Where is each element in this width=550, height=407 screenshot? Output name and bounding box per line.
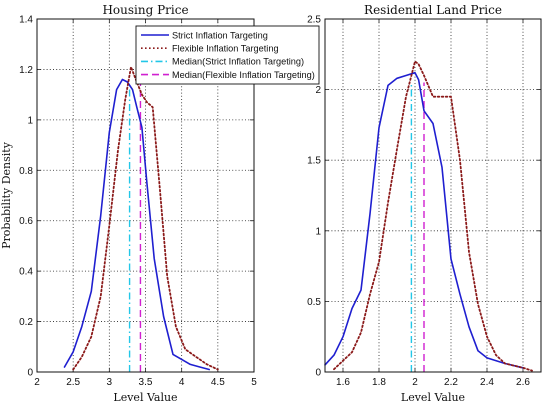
legend: Strict Inflation Targeting Flexible Infla…: [135, 25, 320, 85]
x-tick-label: 4.5: [211, 377, 225, 388]
y-tick-label: 1.2: [19, 65, 33, 76]
chart-1: Housing Price 0 0.2 0.4 0.6 0.8 1 1.2 1.4 2 2.5 3 3.…: [0, 3, 320, 404]
axes-frame: [324, 18, 542, 373]
x-tick-label: 2.5: [66, 377, 80, 388]
x-tick-label: 2.2: [444, 377, 458, 388]
y-tick-label: 0.2: [19, 317, 33, 328]
y-tick-label: 0.8: [19, 166, 33, 177]
chart-title: Residential Land Price: [364, 3, 502, 17]
x-tick-label: 5: [251, 377, 257, 388]
legend-label-4: Median(Flexible Inflation Targeting): [172, 70, 315, 80]
series-line-2: [333, 60, 533, 372]
x-tick-label: 3: [107, 377, 113, 388]
y-tick-label: 1: [315, 226, 321, 237]
legend-label-2: Flexible Inflation Targeting: [172, 44, 279, 54]
y-tick-label: 0: [27, 368, 33, 379]
series-line-1: [63, 78, 210, 371]
legend-label-3: Median(Strict Inflation Targeting): [172, 57, 304, 67]
x-axis-label: Level Value: [113, 391, 177, 404]
x-tick-label: 2: [412, 377, 418, 388]
y-tick-label: 1.4: [19, 15, 33, 26]
y-tick-label: 1: [27, 115, 33, 126]
x-tick-label: 2.4: [480, 377, 494, 388]
x-tick-label: 4: [179, 377, 185, 388]
axes-frame: [36, 18, 255, 373]
x-tick-label: 2.6: [516, 377, 530, 388]
chart-2: Residential Land Price 0 0.5 1 1.5 2 2.5 1.6 1.8…: [307, 3, 542, 404]
y-tick-label: 2.5: [307, 15, 321, 26]
y-tick-label: 0.5: [307, 297, 321, 308]
y-tick-label: 1.5: [307, 156, 321, 167]
y-tick-label: 0.6: [19, 216, 33, 227]
series-line-1: [324, 71, 524, 369]
series-line-2: [72, 66, 219, 371]
chart-title: Housing Price: [102, 3, 188, 17]
x-tick-label: 3.5: [139, 377, 153, 388]
y-tick-label: 2: [315, 85, 321, 96]
y-tick-label: 0: [315, 368, 321, 379]
y-tick-label: 0.4: [19, 267, 33, 278]
x-axis-label: Level Value: [401, 391, 465, 404]
x-tick-label: 1.6: [336, 377, 350, 388]
x-tick-label: 2: [34, 377, 40, 388]
y-axis-label: Probability Density: [0, 141, 13, 249]
x-tick-label: 1.8: [372, 377, 386, 388]
legend-label-1: Strict Inflation Targeting: [172, 30, 268, 40]
